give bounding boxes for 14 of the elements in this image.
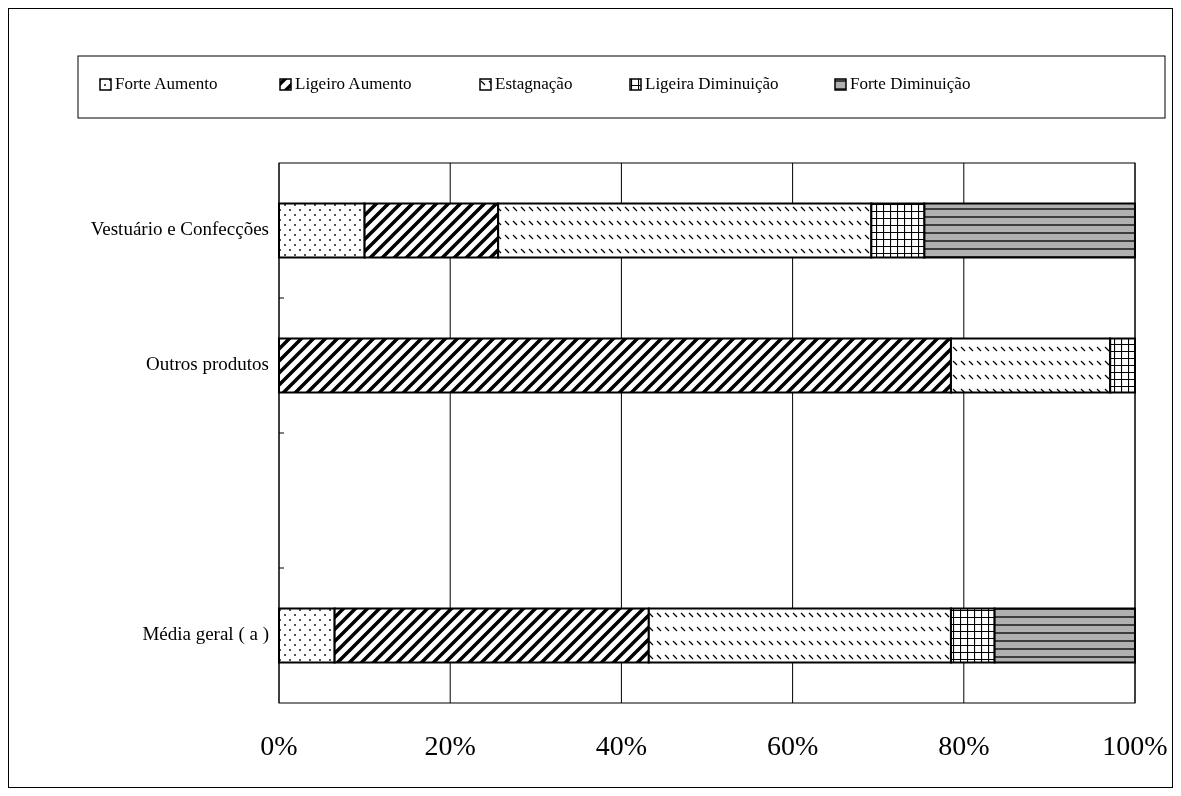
x-tick-label: 20% <box>424 730 476 761</box>
legend-label: Forte Aumento <box>115 73 218 93</box>
legend-label: Ligeira Diminuição <box>645 73 779 93</box>
x-tick-label: 40% <box>595 730 648 761</box>
x-tick-label: 100% <box>1102 730 1168 761</box>
legend-label: Forte Diminuição <box>850 73 971 93</box>
x-tick-label: 60% <box>766 730 819 761</box>
y-tick-label: Média geral ( a ) <box>142 622 269 645</box>
y-tick-label: Vestuário e Confecções <box>90 217 269 239</box>
legend-label: Ligeiro Aumento <box>295 73 412 93</box>
x-tick-label: 80% <box>938 730 990 761</box>
y-tick-label: Outros produtos <box>146 352 269 374</box>
legend-label: Estagnação <box>495 73 573 93</box>
x-tick-label: 0% <box>260 730 298 761</box>
